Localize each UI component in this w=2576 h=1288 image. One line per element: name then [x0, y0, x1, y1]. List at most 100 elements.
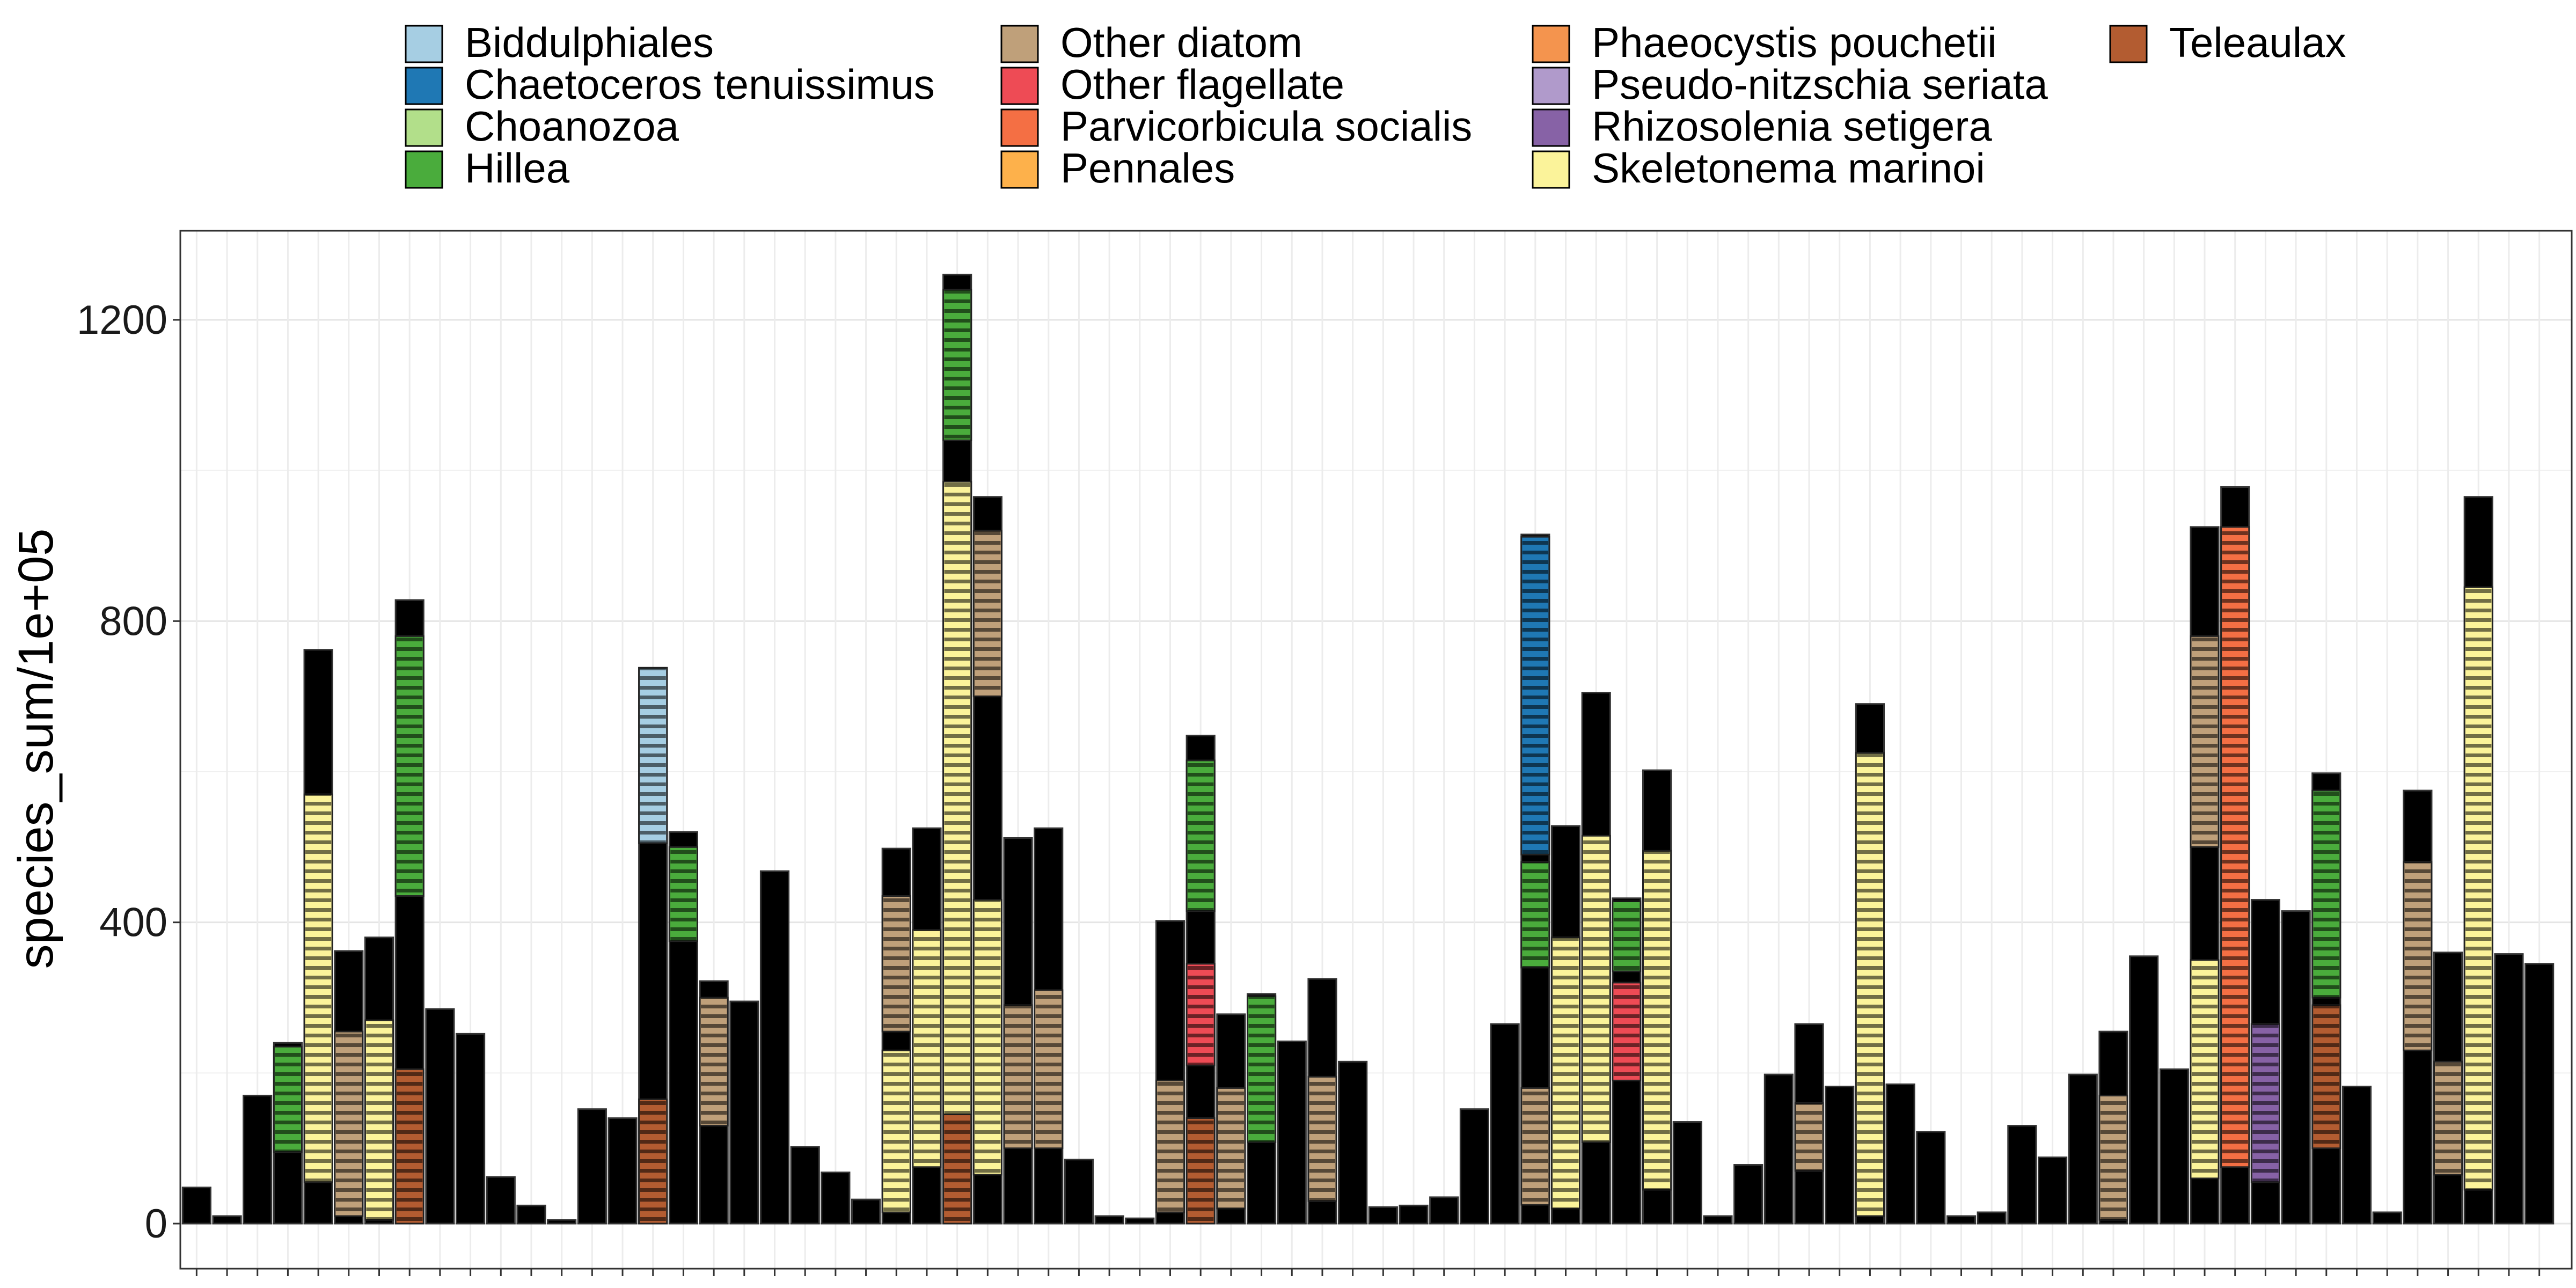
bar-segment-other — [2494, 953, 2524, 1225]
legend-key — [1000, 25, 1039, 63]
bar-segment-other — [2341, 1086, 2372, 1225]
legend-item-pseudo-nitzschia-seriata: Pseudo-nitzschia seriata — [1532, 61, 2048, 108]
bar-75 — [2433, 952, 2463, 1225]
bar-47 — [1581, 692, 1611, 1225]
bar-segment-other — [2524, 963, 2555, 1225]
bar-segment-other — [1429, 1196, 1459, 1225]
bar-37 — [1277, 1040, 1307, 1225]
bar-segment-hatch — [1522, 1088, 1548, 1205]
bar-50 — [1672, 1121, 1702, 1225]
bar-59 — [1946, 1215, 1977, 1225]
bar-30 — [1064, 1159, 1094, 1225]
bar-13 — [547, 1219, 577, 1225]
bar-segment-other — [212, 1215, 242, 1225]
bar-45 — [1520, 533, 1550, 1225]
y-tick-label: 0 — [145, 1201, 167, 1247]
bar-35 — [1216, 1013, 1246, 1225]
legend-label: Phaeocystis pouchetii — [1592, 19, 1996, 66]
legend-key — [405, 25, 443, 63]
bar-24 — [881, 847, 911, 1225]
bar-6 — [334, 950, 364, 1225]
bar-15 — [608, 1117, 638, 1225]
bar-66 — [2159, 1068, 2189, 1225]
bar-23 — [851, 1198, 881, 1225]
bar-17 — [668, 831, 699, 1225]
bar-segment-hatch — [1157, 1080, 1183, 1212]
bar-segment-other — [821, 1172, 851, 1225]
bar-segment-hatch — [1188, 1118, 1214, 1224]
bar-46 — [1550, 825, 1581, 1225]
bar-segment-hatch — [2191, 960, 2218, 1179]
bar-segment-hatch — [913, 930, 940, 1167]
bar-77 — [2494, 953, 2524, 1225]
legend-label: Biddulphiales — [465, 19, 714, 66]
legend-key — [2109, 25, 2148, 63]
legend-item-biddulphiales: Biddulphiales — [405, 19, 714, 66]
bar-74 — [2403, 789, 2433, 1225]
bar-segment-other — [1977, 1211, 2007, 1225]
legend-label: Teleaulax — [2169, 19, 2346, 66]
bar-segment-hatch — [1857, 752, 1883, 1216]
bar-49 — [1642, 769, 1672, 1225]
bar-14 — [577, 1108, 607, 1225]
bar-segment-hatch — [1188, 963, 1214, 1066]
legend-label: Hillea — [465, 144, 570, 192]
bar-61 — [2007, 1125, 2037, 1225]
bar-70 — [2281, 910, 2311, 1225]
legend-key — [1532, 150, 1570, 189]
bar-segment-hatch — [275, 1046, 301, 1152]
bar-64 — [2098, 1030, 2128, 1225]
bar-segment-hatch — [944, 1114, 970, 1224]
bar-56 — [1855, 703, 1885, 1225]
bar-55 — [1825, 1086, 1855, 1225]
bar-segment-hatch — [2435, 1062, 2461, 1175]
bar-segment-hatch — [883, 896, 910, 1032]
bar-segment-other — [2281, 910, 2311, 1225]
bar-segment-other — [2068, 1073, 2098, 1225]
bar-73 — [2372, 1211, 2402, 1225]
legend-item-chaetoceros-tenuissimus: Chaetoceros tenuissimus — [405, 61, 935, 108]
legend-label: Skeletonema marinoi — [1592, 144, 1985, 192]
legend-label: Chaetoceros tenuissimus — [465, 61, 935, 108]
bar-segment-hatch — [397, 636, 423, 896]
bar-9 — [425, 1008, 455, 1225]
bar-segment-other — [243, 1094, 273, 1225]
bar-3 — [243, 1094, 273, 1225]
bar-63 — [2068, 1073, 2098, 1225]
legend-item-skeletonema-marinoi: Skeletonema marinoi — [1532, 144, 1985, 192]
bar-16 — [638, 667, 668, 1225]
bar-58 — [1916, 1131, 1946, 1225]
bar-segment-other — [547, 1219, 577, 1225]
bar-segment-hatch — [1644, 851, 1670, 1190]
bar-segment-other — [851, 1198, 881, 1225]
axes: 0 400 800 1200 species_sum/1e+05 — [9, 297, 2541, 1276]
bar-54 — [1794, 1023, 1824, 1225]
legend-label: Choanozoa — [465, 103, 679, 150]
legend-key — [405, 108, 443, 147]
bar-8 — [394, 599, 425, 1225]
bar-28 — [1003, 837, 1033, 1225]
bar-segment-hatch — [2465, 587, 2492, 1190]
bar-31 — [1094, 1215, 1124, 1225]
bar-21 — [790, 1146, 820, 1225]
legend-key — [1000, 150, 1039, 189]
bar-segment-other — [2159, 1068, 2189, 1225]
bar-segment-hatch — [975, 899, 1001, 1175]
bar-segment-hatch — [305, 794, 332, 1182]
bar-57 — [1885, 1083, 1915, 1225]
legend-item-hillea: Hillea — [405, 144, 570, 192]
bar-segment-other — [1064, 1159, 1094, 1225]
bar-segment-other — [790, 1146, 820, 1225]
legend-key — [1532, 108, 1570, 147]
bar-72 — [2341, 1086, 2372, 1225]
bar-segment-hatch — [1309, 1077, 1336, 1201]
bar-44 — [1490, 1023, 1520, 1225]
legend-item-parvicorbicula-socialis: Parvicorbicula socialis — [1000, 103, 1472, 150]
bar-segment-other — [577, 1108, 607, 1225]
legend-item-pennales: Pennales — [1000, 144, 1235, 192]
bar-segment-hatch — [1188, 760, 1214, 911]
plot-frame — [179, 230, 2573, 1270]
bar-segment-other — [1094, 1215, 1124, 1225]
legend-key — [1000, 108, 1039, 147]
bar-segment-other — [2007, 1125, 2037, 1225]
